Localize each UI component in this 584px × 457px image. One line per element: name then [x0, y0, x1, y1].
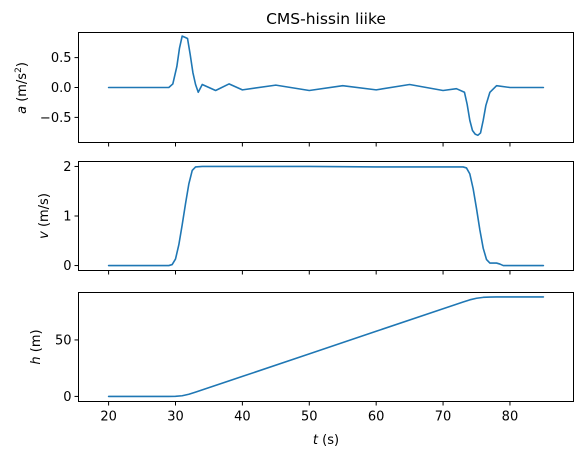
- panel-velocity-series-line: [107, 165, 545, 267]
- panel-acceleration-ylabel: a (m/s2): [14, 62, 30, 114]
- panel-acceleration-ylabel-sup: 2: [14, 67, 24, 73]
- panel-height-ytick-label: 50: [55, 333, 72, 348]
- panel-height-ylabel-unit: (m): [29, 329, 44, 356]
- panel-velocity-ylabel-var: v: [37, 231, 52, 239]
- x-axis-label: t (s): [313, 433, 339, 448]
- x-tick-label: 50: [301, 410, 318, 425]
- panel-acceleration-ytick-label: −0.5: [40, 111, 72, 126]
- x-tick-label: 60: [368, 410, 385, 425]
- panel-velocity-ylabel-unit: (m/s): [37, 193, 52, 231]
- panel-height-frame: [78, 292, 574, 402]
- panel-height-series-line: [107, 296, 545, 398]
- x-tick-label: 30: [167, 410, 184, 425]
- panel-acceleration: 0.5 0.0 −0.5 a (m/s2): [14, 32, 574, 147]
- panel-acceleration-ytick-label: 0.5: [51, 51, 72, 66]
- panel-acceleration-ticks: 0.5 0.0 −0.5: [40, 51, 511, 147]
- panel-height-ylabel: h (m): [29, 329, 44, 364]
- panel-acceleration-ytick-label: 0.0: [51, 81, 72, 96]
- x-tick-label: 70: [435, 410, 452, 425]
- x-tick-label: 40: [234, 410, 251, 425]
- panel-velocity-ylabel: v (m/s): [37, 193, 52, 239]
- panel-height: 50 0 20 30 40 50 60 70 80 h (m): [29, 292, 574, 425]
- panel-acceleration-series-line: [107, 35, 545, 137]
- chart-title: CMS-hissin liike: [266, 10, 386, 28]
- x-tick-label: 20: [100, 410, 117, 425]
- panel-acceleration-ylabel-unit: (m/s: [15, 73, 30, 106]
- panel-velocity-ticks: 2 1 0: [63, 160, 511, 275]
- panel-height-ylabel-var: h: [29, 356, 44, 364]
- panel-acceleration-ylabel-close: ): [15, 62, 30, 67]
- panel-velocity-ytick-label: 2: [63, 160, 71, 175]
- panel-height-ytick-label: 0: [63, 390, 71, 405]
- panel-velocity-ytick-label: 0: [63, 259, 71, 274]
- panel-acceleration-ylabel-var: a: [15, 106, 30, 114]
- panel-velocity-ytick-label: 1: [63, 210, 71, 225]
- panel-height-ticks: 50 0 20 30 40 50 60 70 80: [55, 333, 518, 424]
- panel-velocity: 2 1 0 v (m/s): [37, 160, 574, 275]
- x-axis-label-var: t: [313, 433, 319, 448]
- x-tick-label: 80: [502, 410, 519, 425]
- x-axis-label-unit: (s): [318, 433, 339, 448]
